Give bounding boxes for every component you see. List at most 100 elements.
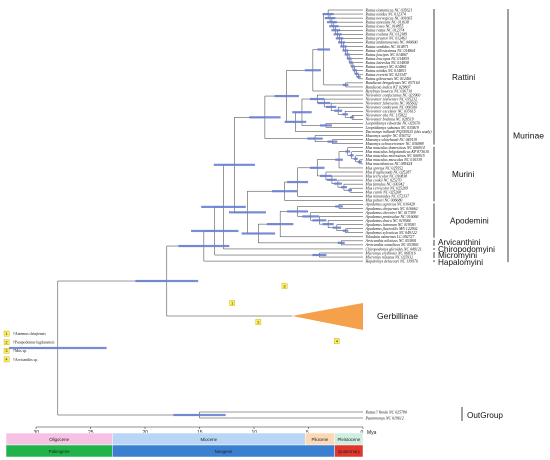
tip-label: Mus fragilicauda NC 025287 [365,170,413,174]
hpd-bar [173,413,226,417]
tip-label: Bandicota bengalensis NC 057164 [366,81,420,85]
hpd-bar [302,215,320,218]
tip-label: Mus pahari NC 006680 [365,199,403,203]
epoch-label: Oligocene [49,437,69,442]
tip-label: Rattus praetor NC 012461 [365,37,407,41]
legend-label: †Parapodemus lugdunensis [13,341,55,345]
tip-label: Rattus villosissimus NC 014864 [365,49,416,53]
tip-label: Mus macedonicus NC 085424 [365,162,413,166]
tree-branches [19,9,363,419]
hpd-bar [213,163,255,166]
tip-label: Mus famulus NC 030342 [365,182,405,186]
gerbillinae-wedge [292,303,363,330]
period-label: Neogene [215,449,233,454]
tip-label: Mus spretus NC 025952 [365,166,404,170]
calibration-marker [281,283,288,289]
tip-label: Rattus exulans NC 012389 [365,33,408,37]
chiropodomyini-label: Chiropodomyini [438,245,495,254]
calibration-marker [229,300,235,306]
tip-label: Rattus nitidus NC 014853 [365,69,406,73]
tip-label: Micromys minutus NC 025932 [365,255,414,259]
hpd-bar [326,21,337,24]
calibration-markers: 1 2 3 4 [229,283,340,344]
hpd-bar [335,37,344,40]
tip-label: Maxomys whiteheadi NC 049119 [365,138,418,142]
tip-label: Mus caroli NC 025268 [365,191,402,195]
hpd-bar [309,97,325,101]
hpd-bar [335,205,343,208]
tip-label: Niviventer eha NC 115822 [365,114,407,118]
apodemini-label: Apodemini [450,217,489,226]
tip-label: Mus cervicolor NC 025269 [365,187,409,191]
rattini-label: Rattini [452,73,475,82]
tip-labels: Rattus tiomanicus NC 035621 Rattus nitidu… [365,8,433,420]
hpd-bar [335,158,343,161]
murinae-label: Murinae [513,131,544,141]
tip-label: Apodemus sylvaticus NC 049122 [365,231,417,235]
clade-brackets: Rattini Murini Apodemini ArvicanthiniChirop… [433,9,544,421]
hpd-bar [135,279,199,283]
tip-label: Rattus tiomanicus NC 035621 [365,8,413,12]
tip-label: Apodemus agrarius NC 016428 [365,203,415,207]
tip-label: Maxomys surifer NC 036732 [365,134,411,138]
hpd-bar [292,111,312,114]
calibration-marker [334,338,340,344]
tip-label: Mus terricolor NC 010838 [365,174,408,178]
hpd-bar [307,137,323,140]
tip-label: Rattus lutreolus NC 014858 [365,61,409,65]
legend-label: †Arvicanthis sp. [13,358,38,362]
murini-label: Murini [452,170,474,179]
hpd-bar [334,109,343,112]
hpd-bar [312,253,327,257]
hpd-bar [344,53,350,56]
tip-label: Niviventer brahma NC 028519 [365,118,414,122]
tip-label: Rattus andamanensis NC 040600 [365,41,418,45]
hpd-bar [346,57,352,60]
tip-label: Niviventer confucianus NC 023960 [365,93,421,97]
micromyini-label: Micromyini [438,251,477,260]
hpd-bar [342,83,349,87]
tip-label-outgroup: Psammomys NC 019612 [365,416,404,420]
legend-swatch [3,356,10,363]
tip-label: Rattus rattus NC 012374 [365,29,405,33]
tip-label: Niviventer niviventer NC 035232 [365,97,418,101]
calibration-marker-number: 4 [336,339,338,343]
tip-label: Chiropodomys gliroides NC 049121 [366,247,422,251]
tip-label: Maxomys ochraceiventer NC 036988 [365,142,424,146]
tip-label: Dacnomys millardi PQ359525 (this study) [365,130,433,134]
calibration-legend: 1 †Antemus chinjiensis 2 †Parapodemus lugdu… [3,330,55,363]
hpd-bar [327,140,338,143]
hpd-bar [350,116,355,119]
hpd-bar [342,49,349,52]
period-label: Paleogene [49,449,71,454]
calibration-marker-number: 2 [257,320,259,324]
tip-label: Mus musculus domesticus NC 006914 [365,146,425,150]
tip-label: Apodemus draco NC 019584 [365,219,411,223]
legend-swatch [3,339,10,345]
axis-unit: Mya [367,430,377,436]
tip-label: Niviventer andersoni NC 066500 [365,106,418,110]
tip-label: Mus musculus molossinus NC 006915 [365,154,425,158]
hpd-bar [324,16,336,20]
tip-label: Leopoldamys edwardsi NC 025670 [365,122,421,126]
hpd-bar [287,210,309,213]
hpd-bar [201,205,246,208]
hpd-bar [340,45,347,48]
outgroup-label: OutGroup [467,411,503,420]
legend-number: 2 [6,340,8,344]
hpd-bar [352,69,357,72]
tip-label-outgroup: Rattus? Vanda NC 025780 [365,410,407,414]
hpd-bar [349,61,354,64]
hpd-bar [345,150,351,153]
hpd-bar [332,226,342,229]
hpd-bar [266,223,294,226]
legend-label: †Mus sp. [13,349,27,353]
hpd-bar [309,166,325,169]
tip-label: Hapalomys delacouri NC 139976 [365,259,418,263]
gerbillinae-label: Gerbillinae [377,311,418,321]
tip-label: Apodemus peninsulae NC 016060 [365,215,419,219]
tip-label: Rattus losea NC 014855 [365,25,404,29]
epoch-label: Miocene [200,437,217,442]
tip-label: Mus cookii NC 025270 [365,178,402,182]
tip-label: Tokudaia osimensis LC 092727 [366,235,416,239]
